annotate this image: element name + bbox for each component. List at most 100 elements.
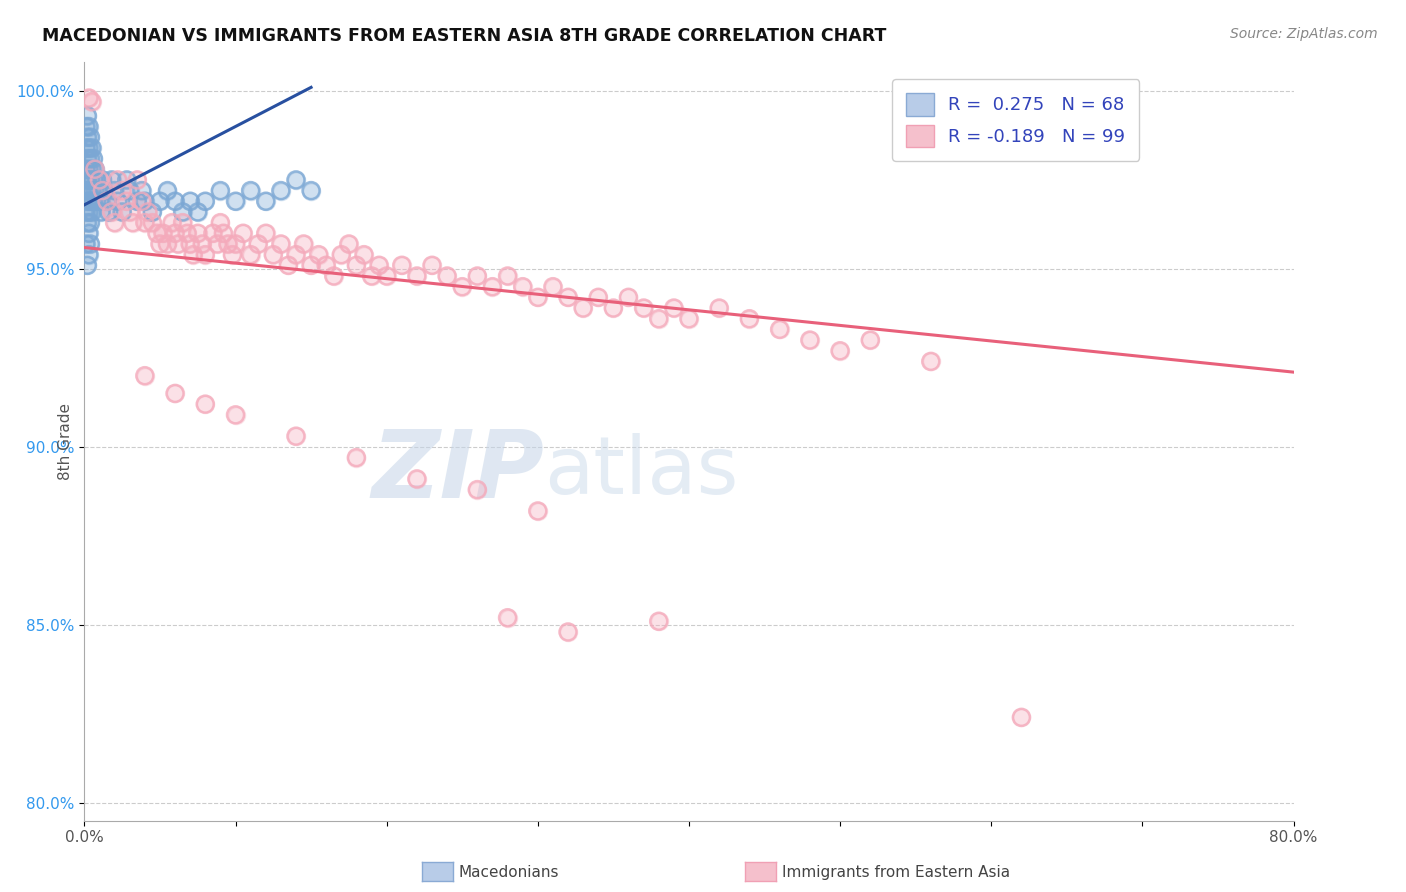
Point <box>179 194 201 209</box>
Point <box>77 91 100 105</box>
Text: atlas: atlas <box>544 433 738 511</box>
Point <box>118 184 141 198</box>
Point <box>86 173 108 187</box>
Point <box>80 141 103 155</box>
Point <box>247 237 270 252</box>
Point <box>648 311 671 326</box>
Point <box>76 173 98 187</box>
Point <box>76 109 98 123</box>
Point <box>96 194 118 209</box>
Point <box>141 205 163 219</box>
Point <box>77 184 100 198</box>
Point <box>141 216 163 230</box>
Point <box>572 301 595 315</box>
Point <box>96 194 118 209</box>
Point <box>100 205 122 219</box>
Point <box>285 429 308 443</box>
Legend: R =  0.275   N = 68, R = -0.189   N = 99: R = 0.275 N = 68, R = -0.189 N = 99 <box>891 79 1139 161</box>
Point <box>75 141 97 155</box>
Point <box>191 237 214 252</box>
Point <box>172 205 194 219</box>
Point <box>467 483 489 497</box>
Point <box>285 247 308 261</box>
Point <box>187 227 209 241</box>
Point <box>149 194 172 209</box>
Point <box>368 258 391 272</box>
Point <box>353 247 375 261</box>
Y-axis label: 8th Grade: 8th Grade <box>58 403 73 480</box>
Point <box>79 152 101 166</box>
Point <box>557 624 579 639</box>
Point <box>496 611 519 625</box>
Point <box>232 227 254 241</box>
Point <box>769 322 792 336</box>
Point <box>75 184 97 198</box>
Point <box>91 184 114 198</box>
Point <box>134 216 156 230</box>
Point <box>79 152 101 166</box>
Point <box>75 120 97 134</box>
Point <box>920 354 942 368</box>
Point <box>93 184 115 198</box>
Point <box>467 483 489 497</box>
Point <box>76 216 98 230</box>
Point <box>633 301 655 315</box>
Point <box>80 95 103 109</box>
Point <box>254 227 277 241</box>
Point <box>97 205 120 219</box>
Point <box>225 408 247 422</box>
Point <box>617 290 640 304</box>
Point <box>107 173 129 187</box>
Point <box>141 205 163 219</box>
Point <box>330 247 353 261</box>
Point <box>172 216 194 230</box>
Point <box>225 408 247 422</box>
Point <box>512 279 534 293</box>
Point <box>115 194 138 209</box>
Point <box>156 237 179 252</box>
Point <box>76 216 98 230</box>
Point <box>84 184 107 198</box>
Point <box>107 194 129 209</box>
Point <box>76 152 98 166</box>
Point <box>75 237 97 252</box>
Point <box>1011 710 1033 724</box>
Point <box>82 173 104 187</box>
Point <box>769 322 792 336</box>
Point <box>127 173 149 187</box>
Point <box>80 205 103 219</box>
Point <box>299 184 322 198</box>
Point <box>588 290 610 304</box>
Point <box>662 301 685 315</box>
Point <box>375 268 398 283</box>
Point <box>201 227 224 241</box>
Text: Source: ZipAtlas.com: Source: ZipAtlas.com <box>1230 27 1378 41</box>
Point <box>77 120 100 134</box>
Point <box>262 247 284 261</box>
Point <box>79 237 101 252</box>
Point <box>337 237 360 252</box>
Point <box>270 184 292 198</box>
Point <box>254 227 277 241</box>
Point <box>134 194 156 209</box>
Point <box>152 227 174 241</box>
Point <box>111 205 134 219</box>
Point <box>209 216 232 230</box>
Point <box>165 386 187 401</box>
Point <box>127 173 149 187</box>
Point <box>111 184 134 198</box>
Point <box>104 184 127 198</box>
Point <box>308 247 330 261</box>
Point <box>406 472 429 486</box>
Point <box>79 173 101 187</box>
Point <box>602 301 624 315</box>
Point <box>315 258 337 272</box>
Point <box>80 162 103 177</box>
Point <box>496 268 519 283</box>
Point <box>436 268 458 283</box>
Point <box>86 194 108 209</box>
Point <box>481 279 503 293</box>
Point <box>277 258 299 272</box>
Point <box>254 194 277 209</box>
Point <box>76 130 98 145</box>
